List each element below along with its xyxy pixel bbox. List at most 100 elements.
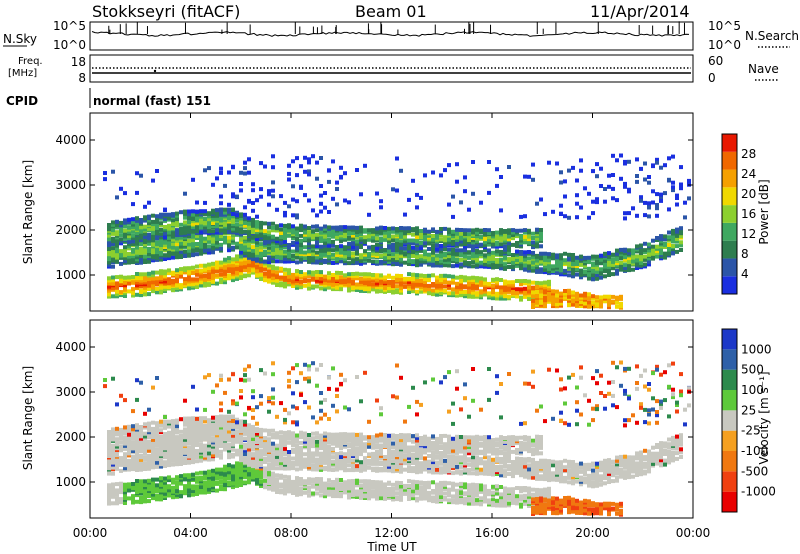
power-echo-cell [443,251,447,256]
power-echo-cell [467,250,471,255]
power-echo-cell [487,281,491,286]
power-echo-cell [139,250,143,255]
power-echo-cell [207,233,211,238]
power-echo-cell [615,198,619,203]
velocity-echo-cell [199,470,203,475]
power-echo-cell [195,264,199,269]
power-echo-cell [279,251,283,256]
power-echo-cell [171,278,175,283]
velocity-echo-cell [279,466,283,471]
power-echo-cell [235,261,239,266]
power-echo-cell [219,220,223,225]
power-echo-cell [371,228,375,233]
power-echo-cell [511,289,515,294]
power-echo-cell [567,288,571,293]
power-echo-cell [307,278,311,283]
power-echo-cell [455,162,459,167]
power-echo-cell [491,255,495,260]
velocity-echo-cell [251,464,255,469]
power-echo-cell [555,289,559,294]
power-echo-cell [679,182,683,187]
velocity-echo-cell [223,433,227,438]
power-echo-cell [447,254,451,259]
velocity-echo-cell [203,375,207,380]
power-echo-cell [563,295,567,300]
power-echo-cell [443,284,447,289]
power-echo-cell [159,214,163,219]
power-echo-cell [187,241,191,246]
power-echo-cell [511,242,515,247]
power-echo-cell [243,245,247,249]
velocity-echo-cell [219,408,223,413]
power-echo-cell [279,249,283,253]
velocity-echo-cell [259,449,263,454]
power-echo-cell [287,247,291,252]
velocity-echo-cell [247,466,251,471]
power-echo-cell [343,273,347,278]
power-echo-cell [207,225,211,230]
power-echo-cell [207,266,211,270]
power-echo-cell [431,234,435,238]
power-echo-cell [231,240,235,245]
power-echo-cell [611,252,615,257]
velocity-echo-cell [247,431,251,436]
power-echo-cell [339,235,343,240]
power-echo-cell [507,241,511,246]
power-echo-cell [539,289,543,294]
power-echo-cell [475,286,479,291]
velocity-echo-cell [211,428,215,432]
power-echo-cell [671,239,675,244]
power-echo-cell [383,230,387,235]
power-echo-cell [143,285,147,290]
power-echo-cell [507,287,511,292]
velocity-echo-cell [219,373,223,378]
velocity-echo-cell [279,461,283,466]
power-echo-cell [279,275,283,280]
velocity-echo-cell [135,433,139,438]
power-echo-cell [643,254,647,259]
power-echo-cell [419,232,423,237]
power-echo-cell [187,282,191,287]
velocity-echo-cell [191,489,195,493]
power-echo-cell [415,246,419,251]
velocity-echo-cell [231,481,235,486]
power-echo-cell [507,237,511,242]
power-echo-cell [523,263,527,268]
power-echo-cell [427,252,431,257]
velocity-echo-cell [187,433,191,438]
power-echo-cell [207,268,211,273]
power-echo-cell [363,235,367,240]
power-echo-cell [567,257,571,262]
power-echo-cell [283,242,287,246]
power-echo-cell [107,233,111,238]
power-echo-cell [287,249,291,254]
power-echo-cell [519,233,523,238]
power-echo-cell [363,274,367,279]
velocity-echo-cell [175,475,179,480]
power-echo-cell [239,246,243,251]
power-echo-cell [447,257,451,262]
power-echo-cell [319,248,323,253]
power-echo-cell [335,257,339,262]
power-echo-cell [307,198,311,203]
velocity-echo-cell [171,429,175,433]
power-echo-cell [359,235,363,240]
velocity-echo-cell [251,477,255,482]
power-echo-cell [191,242,195,247]
power-echo-cell [543,295,547,300]
power-echo-cell [387,242,391,247]
power-echo-cell [167,271,171,276]
power-echo-cell [431,253,435,258]
velocity-echo-cell [243,471,247,476]
power-echo-cell [531,162,535,167]
cpid-panel: CPID normal (fast) 151 [6,88,211,108]
velocity-echo-cell [131,429,135,434]
power-echo-cell [175,285,179,290]
power-echo-cell [491,290,495,295]
power-echo-cell [679,165,683,170]
power-echo-cell [327,237,331,242]
power-echo-cell [651,200,655,205]
power-echo-cell [179,241,183,246]
power-echo-cell [107,262,111,267]
power-echo-cell [323,233,327,238]
